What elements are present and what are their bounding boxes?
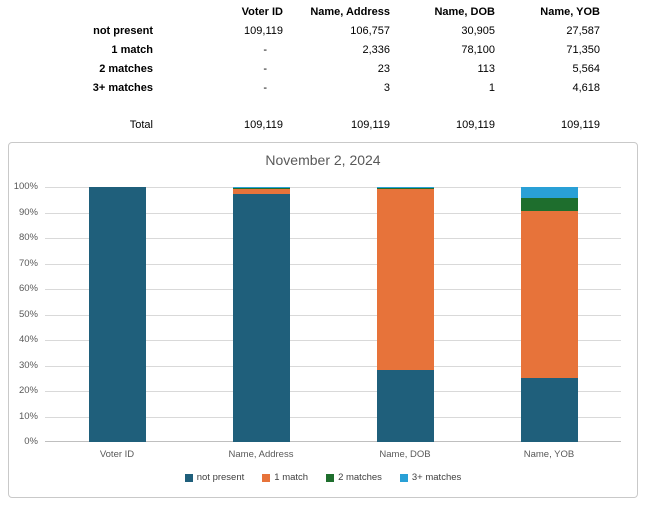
gridline — [45, 391, 621, 392]
table-total-label: Total — [129, 119, 153, 131]
y-axis-tick-label: 100% — [13, 181, 38, 192]
gridline — [45, 314, 621, 316]
table-row-label: 2 matches — [99, 63, 153, 75]
table-cell: - — [263, 63, 267, 75]
bar-segment-3-matches — [376, 187, 434, 188]
gridline — [45, 187, 621, 188]
bar-segment-1-match — [232, 188, 290, 195]
y-axis-tick-label: 80% — [18, 232, 38, 243]
gridline — [45, 263, 621, 265]
table-header-cell: Name, YOB — [540, 6, 600, 18]
table-total-cell: 109,119 — [351, 119, 390, 131]
legend-swatch-icon — [262, 473, 271, 482]
table-cell: 109,119 — [244, 25, 283, 37]
table-cell: 1 — [488, 82, 495, 94]
table-cell: - — [263, 82, 267, 94]
x-axis-category-label: Voter ID — [99, 449, 135, 460]
bar-segment-2-matches — [376, 187, 434, 189]
table-cell: 71,350 — [566, 44, 600, 56]
table-cell: 2,336 — [362, 44, 390, 56]
table-cell: 27,587 — [566, 25, 600, 37]
legend-label: 2 matches — [338, 472, 382, 483]
x-axis-category-label: Name, DOB — [379, 449, 431, 460]
y-axis-tick-label: 40% — [18, 334, 38, 345]
y-axis-tick-label: 30% — [18, 359, 38, 371]
legend-label: 3+ matches — [411, 472, 462, 483]
legend-item-not-present: not present — [184, 472, 245, 483]
stacked-bar-name-yob — [520, 187, 578, 442]
y-axis-tick-label: 10% — [18, 410, 38, 422]
table-spacer — [0, 98, 600, 116]
legend-label: 1 match — [274, 472, 309, 483]
x-axis-category-label: Name, YOB — [523, 449, 575, 460]
stacked-bar-name-address — [232, 187, 290, 442]
table-cell: 4,618 — [572, 82, 600, 94]
table-total-cell: 109,119 — [244, 119, 283, 131]
plot-area: 100% 90% 80% 70% 60% 50% 40% 30% 20% 10% 0% Voter I… — [14, 181, 621, 460]
table-cell: 78,100 — [461, 44, 495, 56]
gridline — [45, 365, 621, 367]
table-header-cell: Voter ID — [241, 6, 283, 18]
chart: November 2, 2024 100% 90% 80% 70% 60% 50% 40% 3… — [8, 142, 638, 498]
bar-segment-not-present — [88, 187, 146, 442]
table-row-label: 1 match — [111, 44, 153, 56]
table-cell: 113 — [477, 63, 495, 75]
table-cell: 5,564 — [572, 63, 600, 75]
table-total-cell: 109,119 — [561, 119, 600, 131]
legend-item-1-match: 1 match — [262, 472, 308, 483]
table-row-label: 3+ matches — [92, 82, 153, 94]
bar-segment-3-matches — [520, 187, 578, 198]
bar-segment-1-match — [520, 210, 578, 378]
gridline — [45, 441, 621, 442]
y-axis-tick-label: 0% — [24, 436, 38, 447]
table-total-cell: 109,119 — [456, 119, 495, 131]
table-cell: - — [263, 44, 267, 56]
stacked-bar-name-dob — [376, 187, 434, 442]
table-cell: 3 — [383, 82, 390, 94]
legend-swatch-icon — [326, 473, 335, 482]
table-header-cell: Name, Address — [310, 6, 390, 18]
bar-segment-not-present — [520, 377, 578, 442]
legend-label: not present — [196, 472, 245, 483]
table-cell: 23 — [377, 63, 390, 75]
gridline — [45, 289, 621, 290]
bar-segment-2-matches — [232, 187, 290, 189]
table-header-cell: Name, DOB — [434, 6, 495, 18]
y-axis-tick-label: 50% — [18, 308, 38, 320]
stacked-bar-voter-id — [88, 187, 146, 442]
x-axis-category-label: Name, Address — [228, 449, 294, 460]
bar-segment-not-present — [376, 369, 434, 442]
bar-segment-2-matches — [520, 197, 578, 211]
summary-table: Voter ID Name, Address Name, DOB Name, YOB n… — [0, 3, 600, 135]
legend-item-2-matches: 2 matches — [326, 472, 382, 483]
table-cell: 30,905 — [461, 25, 495, 37]
legend-swatch-icon — [399, 473, 408, 482]
table-row-label: not present — [93, 25, 153, 37]
legend-item-3-matches: 3+ matches — [399, 472, 462, 483]
y-axis-tick-label: 70% — [18, 257, 38, 269]
legend-swatch-icon — [184, 473, 193, 482]
chart-legend: not present 1 match 2 matches 3+ matches — [9, 472, 637, 483]
y-axis-tick-label: 20% — [18, 385, 38, 396]
chart-title: November 2, 2024 — [265, 152, 381, 168]
bar-segment-3-matches — [232, 187, 290, 188]
y-axis-tick-label: 60% — [18, 283, 38, 294]
gridline — [45, 238, 621, 239]
y-axis-tick-label: 90% — [18, 206, 38, 218]
gridline — [45, 416, 621, 418]
gridline — [45, 212, 621, 214]
table-corner-cell — [0, 3, 153, 22]
bar-segment-1-match — [376, 188, 434, 370]
gridline — [45, 340, 621, 341]
table-cell: 106,757 — [350, 25, 390, 37]
bar-segment-not-present — [232, 194, 290, 442]
